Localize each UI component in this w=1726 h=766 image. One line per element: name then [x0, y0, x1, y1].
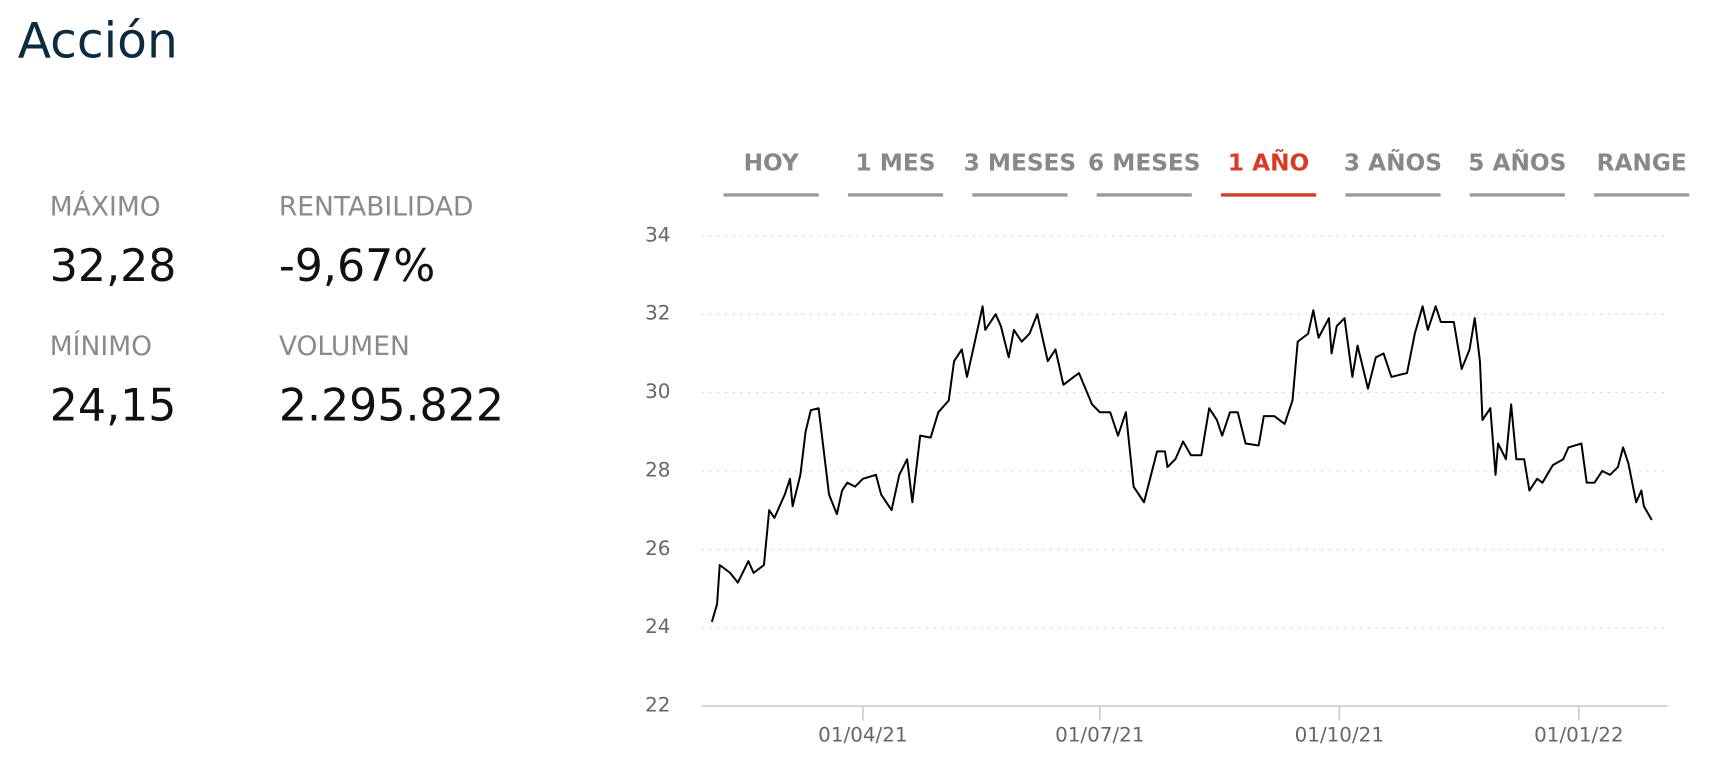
range-tab[interactable]: HOY — [744, 149, 800, 176]
x-tick-label: 01/04/21 — [818, 723, 907, 746]
y-tick-label: 32 — [645, 302, 670, 325]
range-tab[interactable]: 6 MESES — [1088, 149, 1201, 176]
y-tick-label: 24 — [645, 615, 670, 638]
stat-label: VOLUMEN — [279, 331, 410, 362]
page-title: Acción — [18, 13, 178, 69]
stat-label: RENTABILIDAD — [279, 192, 474, 223]
x-tick-label: 01/10/21 — [1295, 723, 1384, 746]
stat-label: MÍNIMO — [50, 330, 152, 362]
range-tab[interactable]: 3 AÑOS — [1344, 148, 1442, 176]
range-tab[interactable]: RANGE — [1597, 149, 1687, 176]
y-tick-label: 26 — [645, 537, 670, 560]
y-tick-label: 22 — [645, 694, 670, 717]
range-tab[interactable]: 1 AÑO — [1228, 148, 1309, 176]
stat-value: -9,67% — [279, 241, 436, 292]
range-tab[interactable]: 5 AÑOS — [1468, 148, 1566, 176]
x-tick-label: 01/01/22 — [1534, 723, 1623, 746]
y-tick-label: 34 — [645, 223, 670, 246]
y-tick-label: 30 — [645, 380, 670, 403]
stat-value: 2.295.822 — [279, 380, 504, 431]
x-tick-label: 01/07/21 — [1055, 723, 1144, 746]
range-tab[interactable]: 1 MES — [856, 149, 936, 176]
range-tab[interactable]: 3 MESES — [964, 149, 1077, 176]
price-line — [710, 305, 1653, 623]
stat-label: MÁXIMO — [50, 191, 161, 223]
y-tick-label: 28 — [645, 458, 670, 481]
stat-value: 32,28 — [50, 241, 177, 292]
stat-value: 24,15 — [50, 380, 177, 431]
